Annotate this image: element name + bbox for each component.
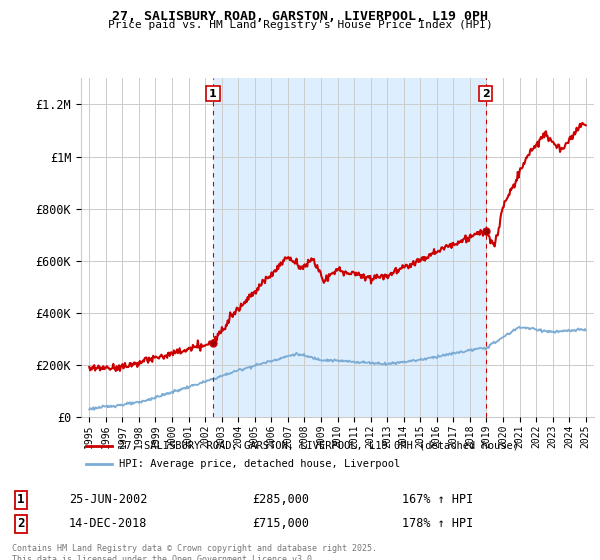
Text: 167% ↑ HPI: 167% ↑ HPI xyxy=(402,493,473,506)
Text: HPI: Average price, detached house, Liverpool: HPI: Average price, detached house, Live… xyxy=(119,459,401,469)
Text: £285,000: £285,000 xyxy=(252,493,309,506)
Text: 27, SALISBURY ROAD, GARSTON, LIVERPOOL, L19 0PH (detached house): 27, SALISBURY ROAD, GARSTON, LIVERPOOL, … xyxy=(119,441,520,451)
Text: 1: 1 xyxy=(17,493,25,506)
Text: Price paid vs. HM Land Registry's House Price Index (HPI): Price paid vs. HM Land Registry's House … xyxy=(107,20,493,30)
Text: 2: 2 xyxy=(482,88,490,99)
Text: 25-JUN-2002: 25-JUN-2002 xyxy=(69,493,148,506)
Text: 2: 2 xyxy=(17,517,25,530)
Text: 27, SALISBURY ROAD, GARSTON, LIVERPOOL, L19 0PH: 27, SALISBURY ROAD, GARSTON, LIVERPOOL, … xyxy=(112,10,488,22)
Bar xyxy=(213,78,485,417)
Text: £715,000: £715,000 xyxy=(252,517,309,530)
Text: 14-DEC-2018: 14-DEC-2018 xyxy=(69,517,148,530)
Text: Contains HM Land Registry data © Crown copyright and database right 2025.
This d: Contains HM Land Registry data © Crown c… xyxy=(12,544,377,560)
Text: 1: 1 xyxy=(209,88,217,99)
Text: 178% ↑ HPI: 178% ↑ HPI xyxy=(402,517,473,530)
